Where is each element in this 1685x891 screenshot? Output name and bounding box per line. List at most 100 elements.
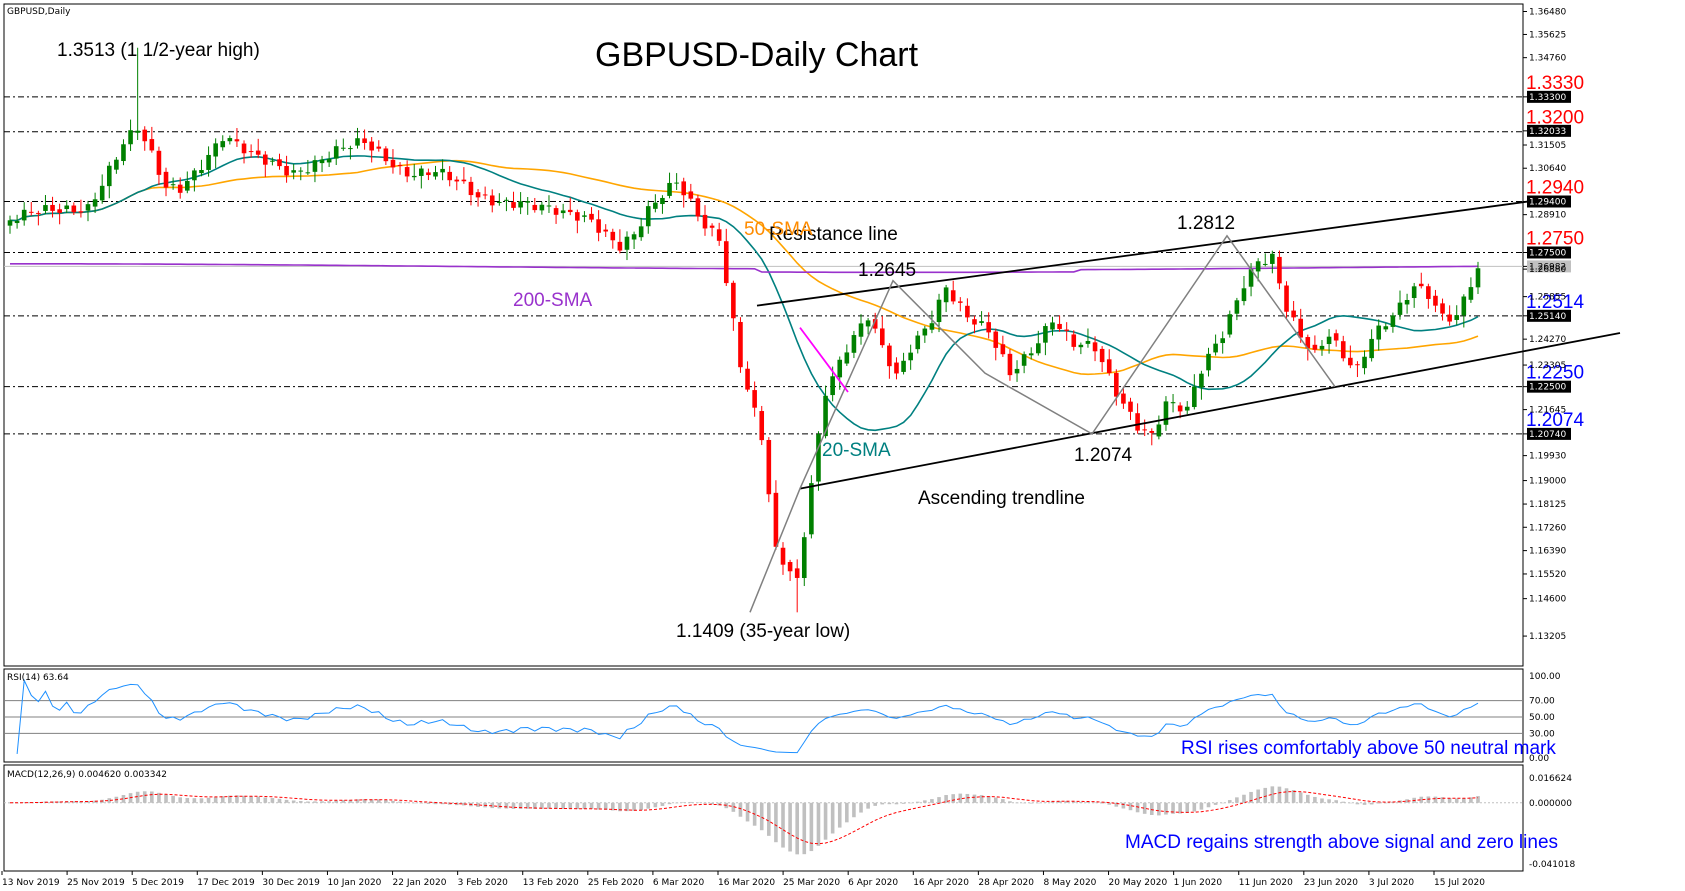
candle-body [1106,359,1112,374]
macd-bar [1206,802,1211,808]
candle-body [489,195,495,206]
candle-body [1270,253,1275,264]
macd-bar [1008,801,1012,803]
candle-body [411,175,417,178]
macd-bar [171,795,175,803]
macd-bar [639,802,643,811]
macd-bar [525,802,530,809]
macd-bar [582,802,587,809]
macd-bar [1157,802,1161,816]
price-tick-label-13: 1.25140 [1529,312,1566,322]
candle-body [92,199,98,207]
x-tick-label-8: 13 Feb 2020 [523,878,579,888]
candle-body [731,282,736,319]
macd-bar [306,801,310,803]
macd-bar [774,802,778,843]
candle-body [723,241,729,284]
candle-body [879,328,885,346]
candle-body [525,201,531,203]
candle-body [206,154,211,170]
macd-bar [1001,799,1005,803]
macd-bar [1320,798,1324,803]
macd-bar [1263,787,1268,803]
candle-body [1312,344,1318,350]
candle-body [390,159,396,168]
candle-body [277,159,282,167]
macd-bar [731,802,736,812]
macd-bar [1029,802,1034,804]
candle-body [1376,325,1382,340]
candle-body [419,168,424,176]
candle-body [184,181,190,191]
candle-body [319,159,325,164]
macd-bar [206,797,211,803]
macd-bar [653,802,658,808]
candle-body [688,191,694,199]
macd-bar [589,802,594,810]
macd-bar [355,799,360,803]
macd-bar [689,801,693,803]
candle-body [1475,268,1481,288]
macd-bar [1476,796,1480,803]
candle-body [1121,393,1126,404]
macd-bar [1220,802,1225,804]
macd-signal-line [10,790,1479,845]
macd-bar [362,799,367,803]
macd-bar [313,801,317,803]
macd-bar [646,802,651,809]
macd-bar [915,801,920,803]
candle-body [943,287,949,303]
price-tick-label-2: 1.34760 [1529,54,1566,64]
candle-body [1142,429,1147,431]
candle-body [1213,343,1218,353]
candle-body [518,201,523,208]
macd-bar [1291,790,1296,803]
price-tick-label-18: 1.20740 [1529,430,1566,440]
candle-body [1454,315,1460,320]
candle-body [348,148,353,150]
candle-body [908,352,913,361]
candle-body [170,184,176,186]
macd-bar [901,802,906,804]
candle-body [149,139,155,151]
price-tick-label-8: 1.28910 [1529,211,1566,221]
macd-bar [1369,802,1374,805]
macd-bar [433,802,438,805]
candle-body [1149,431,1155,433]
candle-body [121,144,126,162]
macd-bar [518,802,523,809]
price-tick-label-20: 1.19000 [1529,477,1566,487]
macd-bar [1362,802,1367,805]
macd-bar [1213,802,1218,805]
macd-bar [228,795,232,803]
macd-bar [199,798,204,803]
candle-body [326,158,332,163]
candle-body [929,323,935,330]
candle-body [1064,329,1069,331]
x-tick-label-4: 30 Dec 2019 [262,878,320,888]
candle-body [1156,424,1162,437]
candle-body [624,236,630,250]
macd-bar [22,802,26,803]
macd-note: MACD regains strength above signal and z… [1125,832,1558,853]
candle-body [1000,344,1006,355]
candle-body [752,390,757,408]
macd-bar [121,795,126,803]
macd-bar [1149,802,1154,815]
rsi-line [16,678,1479,754]
macd-bar [986,796,991,803]
macd-bar [802,802,807,855]
macd-bar [859,802,863,813]
macd-bar [1440,797,1445,803]
candle-body [248,151,254,153]
macd-bar [1171,802,1175,814]
rsi-tick-label-4: 0.00 [1529,754,1549,764]
candle-body [227,138,233,142]
macd-bar [1277,786,1282,803]
sma20-label: 20-SMA [822,440,891,461]
macd-bar [1284,788,1289,803]
candle-body [638,226,644,238]
macd-bar [142,791,147,803]
candle-body [851,335,857,353]
